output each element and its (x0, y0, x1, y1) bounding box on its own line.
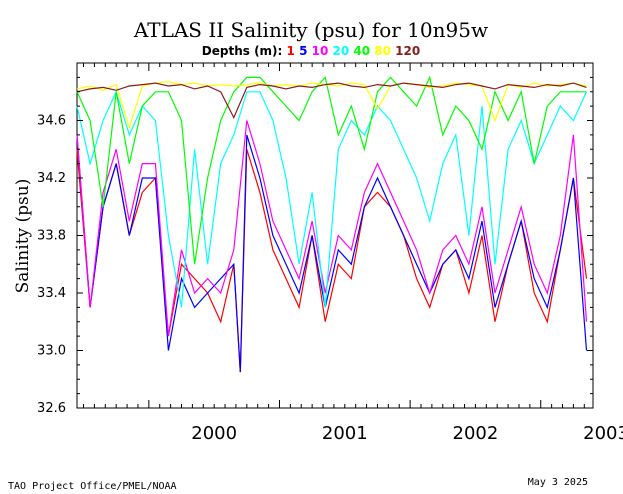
y-tick-label: 32.6 (37, 401, 66, 416)
legend-entry-120m: 120 (395, 44, 420, 58)
chart-title: ATLAS II Salinity (psu) for 10n95w (133, 18, 488, 42)
axes-layer: 32.6 33.0 33.4 33.8 34.2 34.6 2000 2001 2002 2003 (37, 62, 623, 444)
series-layer (76, 75, 588, 373)
legend-row: Depths (m): 1 5 10 20 40 80 120 (202, 44, 420, 58)
series-line-120m (76, 82, 587, 120)
series-line-1m (76, 149, 588, 373)
series-line-20m (76, 90, 588, 308)
legend-entry-20m: 20 (332, 44, 353, 58)
x-tick-label: 2002 (453, 423, 499, 444)
series-line-5m (76, 134, 588, 373)
footer-credit: TAO Project Office/PMEL/NOAA (8, 481, 177, 492)
y-axis-label: Salinity (psu) (13, 179, 33, 294)
footer-date: May 3 2025 (528, 477, 588, 488)
depth-legend: Depths (m): 1 5 10 20 40 80 120 (202, 44, 420, 58)
series-line-80m (76, 81, 587, 130)
y-tick-label: 33.4 (37, 286, 66, 301)
legend-entry-40m: 40 (353, 44, 374, 58)
y-tick-label: 34.2 (37, 171, 66, 186)
legend-entry-80m: 80 (374, 44, 395, 58)
y-tick-label: 33.0 (37, 344, 66, 359)
y-tick-label: 33.8 (37, 229, 66, 244)
x-tick-label: 2000 (191, 423, 237, 444)
x-tick-label: 2001 (322, 423, 368, 444)
legend-entry-5m: 5 (299, 44, 312, 58)
series-line-40m (76, 75, 587, 265)
legend-entry-10m: 10 (312, 44, 333, 58)
legend-entry-1m: 1 (287, 44, 300, 58)
x-tick-label: 2003 (583, 423, 623, 444)
plot-frame (76, 62, 594, 409)
y-tick-label: 34.6 (37, 114, 66, 129)
legend-prefix: Depths (m): (202, 44, 287, 58)
series-line-10m (76, 120, 588, 337)
